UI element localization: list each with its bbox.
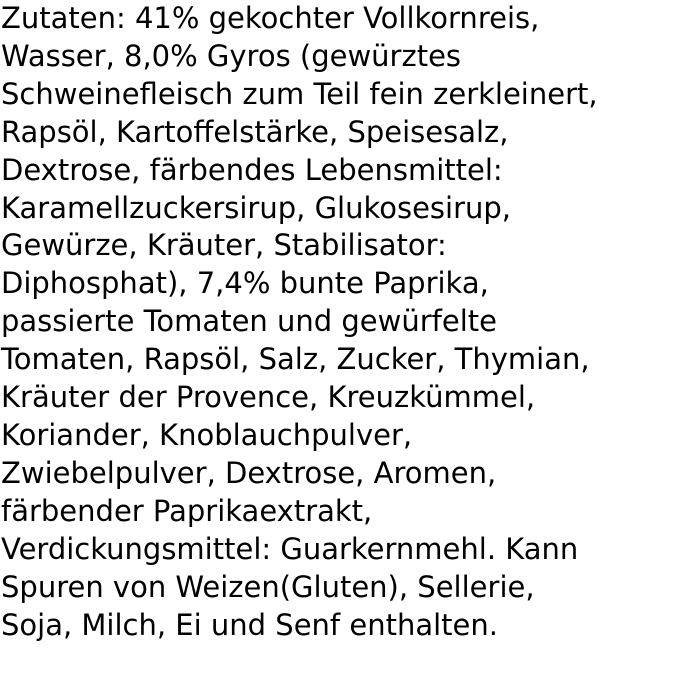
ingredients-line: Zwiebelpulver, Dextrose, Aromen, (1, 455, 497, 490)
ingredients-line: Kräuter der Provence, Kreuzkümmel, (1, 380, 536, 415)
ingredients-line: Wasser, 8,0% Gyros (gewürztes (1, 38, 462, 73)
ingredients-line: Verdickungsmittel: Guarkernmehl. Kann (1, 531, 579, 566)
ingredients-line: passierte Tomaten und gewürfelte (1, 304, 497, 339)
ingredients-line: Dextrose, färbendes Lebensmittel: (1, 152, 503, 187)
ingredients-line: Koriander, Knoblauchpulver, (1, 417, 413, 452)
ingredients-line: Diphosphat), 7,4% bunte Paprika, (1, 266, 489, 301)
ingredients-line: Gewürze, Kräuter, Stabilisator: (1, 228, 447, 263)
ingredients-line: Karamellzuckersirup, Glukosesirup, (1, 190, 512, 225)
ingredients-text: Zutaten: 41% gekochter Vollkornreis, Was… (1, 0, 598, 644)
ingredients-line: färbender Paprikaextrakt, (1, 493, 373, 528)
ingredients-line: Zutaten: 41% gekochter Vollkornreis, (1, 1, 540, 35)
ingredients-line: Soja, Milch, Ei und Senf enthalten. (1, 607, 498, 642)
ingredients-line: Spuren von Weizen(Gluten), Sellerie, (1, 569, 535, 604)
ingredients-line: Tomaten, Rapsöl, Salz, Zucker, Thymian, (1, 342, 590, 377)
ingredients-line: Schweinefleisch zum Teil fein zerkleiner… (1, 76, 598, 111)
ingredients-line: Rapsöl, Kartoffelstärke, Speisesalz, (1, 114, 509, 149)
